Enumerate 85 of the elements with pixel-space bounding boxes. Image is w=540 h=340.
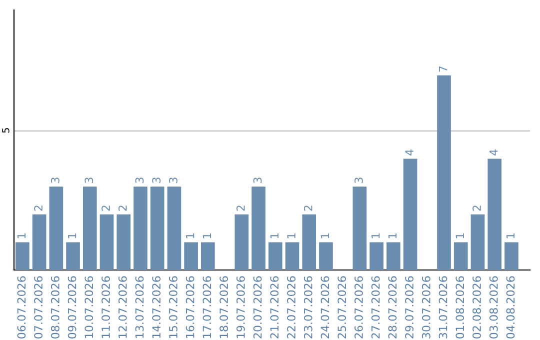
bar xyxy=(352,186,367,270)
bar xyxy=(386,242,400,270)
bar xyxy=(302,214,316,270)
x-tick-label: 06.07.2026 xyxy=(17,276,26,338)
x-tick-label: 15.07.2026 xyxy=(169,276,178,338)
x-tick-label: 10.07.2026 xyxy=(84,276,94,338)
bar xyxy=(134,186,148,270)
data-label: 4 xyxy=(490,150,498,156)
data-label: 3 xyxy=(152,178,161,183)
bar xyxy=(470,214,485,270)
data-label: 3 xyxy=(169,178,178,183)
x-tick-label: 09.07.2026 xyxy=(68,276,76,338)
bar xyxy=(150,186,164,270)
bar xyxy=(488,158,502,270)
bar xyxy=(201,242,215,270)
data-label: 3 xyxy=(253,178,262,183)
bar xyxy=(319,242,333,270)
bar xyxy=(49,186,64,270)
data-label: 1 xyxy=(506,233,515,238)
x-tick-label: 03.08.2026 xyxy=(489,276,498,338)
bar xyxy=(100,214,114,270)
x-tick-label: 31.07.2026 xyxy=(438,276,448,338)
x-tick-label: 22.07.2026 xyxy=(287,276,296,338)
data-label: 2 xyxy=(304,206,312,211)
bar xyxy=(184,242,198,270)
x-tick-label: 20.07.2026 xyxy=(253,276,262,338)
bar xyxy=(370,242,384,270)
x-tick-label: 27.07.2026 xyxy=(371,276,380,338)
bar xyxy=(403,158,418,270)
data-label: 1 xyxy=(320,233,330,238)
x-tick-label: 29.07.2026 xyxy=(405,276,414,338)
x-tick-label: 19.07.2026 xyxy=(236,276,245,338)
bar xyxy=(454,242,468,270)
data-label: 2 xyxy=(236,206,245,211)
x-tick-label: 14.07.2026 xyxy=(152,276,161,338)
data-label: 1 xyxy=(456,233,464,238)
data-label: 1 xyxy=(287,233,296,238)
data-label: 1 xyxy=(202,233,211,238)
data-label: 4 xyxy=(405,150,414,156)
data-label: 2 xyxy=(118,206,127,211)
bar xyxy=(437,75,451,270)
x-tick-label: 30.07.2026 xyxy=(422,276,430,338)
data-label: 2 xyxy=(34,206,42,211)
x-tick-label: 13.07.2026 xyxy=(135,276,144,338)
x-tick-label: 01.08.2026 xyxy=(456,276,464,338)
data-label: 3 xyxy=(354,178,363,183)
data-label: 1 xyxy=(372,233,380,238)
x-tick-label: 18.07.2026 xyxy=(220,276,228,338)
x-tick-label: 16.07.2026 xyxy=(186,276,194,338)
data-label: 3 xyxy=(50,178,60,183)
bar xyxy=(268,242,282,270)
x-tick-label: 12.07.2026 xyxy=(118,276,127,338)
data-label: 1 xyxy=(17,233,26,238)
bar xyxy=(234,214,249,270)
data-label: 1 xyxy=(68,233,76,238)
x-tick-label: 17.07.2026 xyxy=(202,276,212,338)
bar xyxy=(82,186,97,270)
bar xyxy=(252,186,266,270)
x-tick-label: 11.07.2026 xyxy=(102,276,110,338)
x-tick-label: 04.08.2026 xyxy=(506,276,515,338)
x-tick-label: 24.07.2026 xyxy=(320,276,330,338)
bar xyxy=(16,242,30,270)
data-label: 3 xyxy=(135,178,144,183)
bar xyxy=(285,242,300,270)
data-label: 3 xyxy=(84,178,94,183)
x-tick-label: 26.07.2026 xyxy=(354,276,363,338)
x-tick-label: 23.07.2026 xyxy=(304,276,312,338)
bar xyxy=(116,214,131,270)
bar xyxy=(167,186,182,270)
data-label: 1 xyxy=(186,233,194,238)
y-tick-label: 5 xyxy=(2,128,10,133)
data-label: 2 xyxy=(102,206,110,211)
data-label: 1 xyxy=(270,233,278,238)
bar xyxy=(32,214,46,270)
x-tick-label: 07.07.2026 xyxy=(34,276,43,338)
x-tick-label: 02.08.2026 xyxy=(472,276,481,338)
x-tick-label: 28.07.2026 xyxy=(388,276,397,338)
x-tick-label: 08.07.2026 xyxy=(50,276,60,338)
bar xyxy=(504,242,518,270)
data-label: 7 xyxy=(438,66,448,72)
data-label: 2 xyxy=(472,206,481,211)
data-label: 1 xyxy=(388,233,396,238)
x-tick-label: 21.07.2026 xyxy=(270,276,279,338)
bar xyxy=(66,242,80,270)
x-tick-label: 25.07.2026 xyxy=(338,276,346,338)
